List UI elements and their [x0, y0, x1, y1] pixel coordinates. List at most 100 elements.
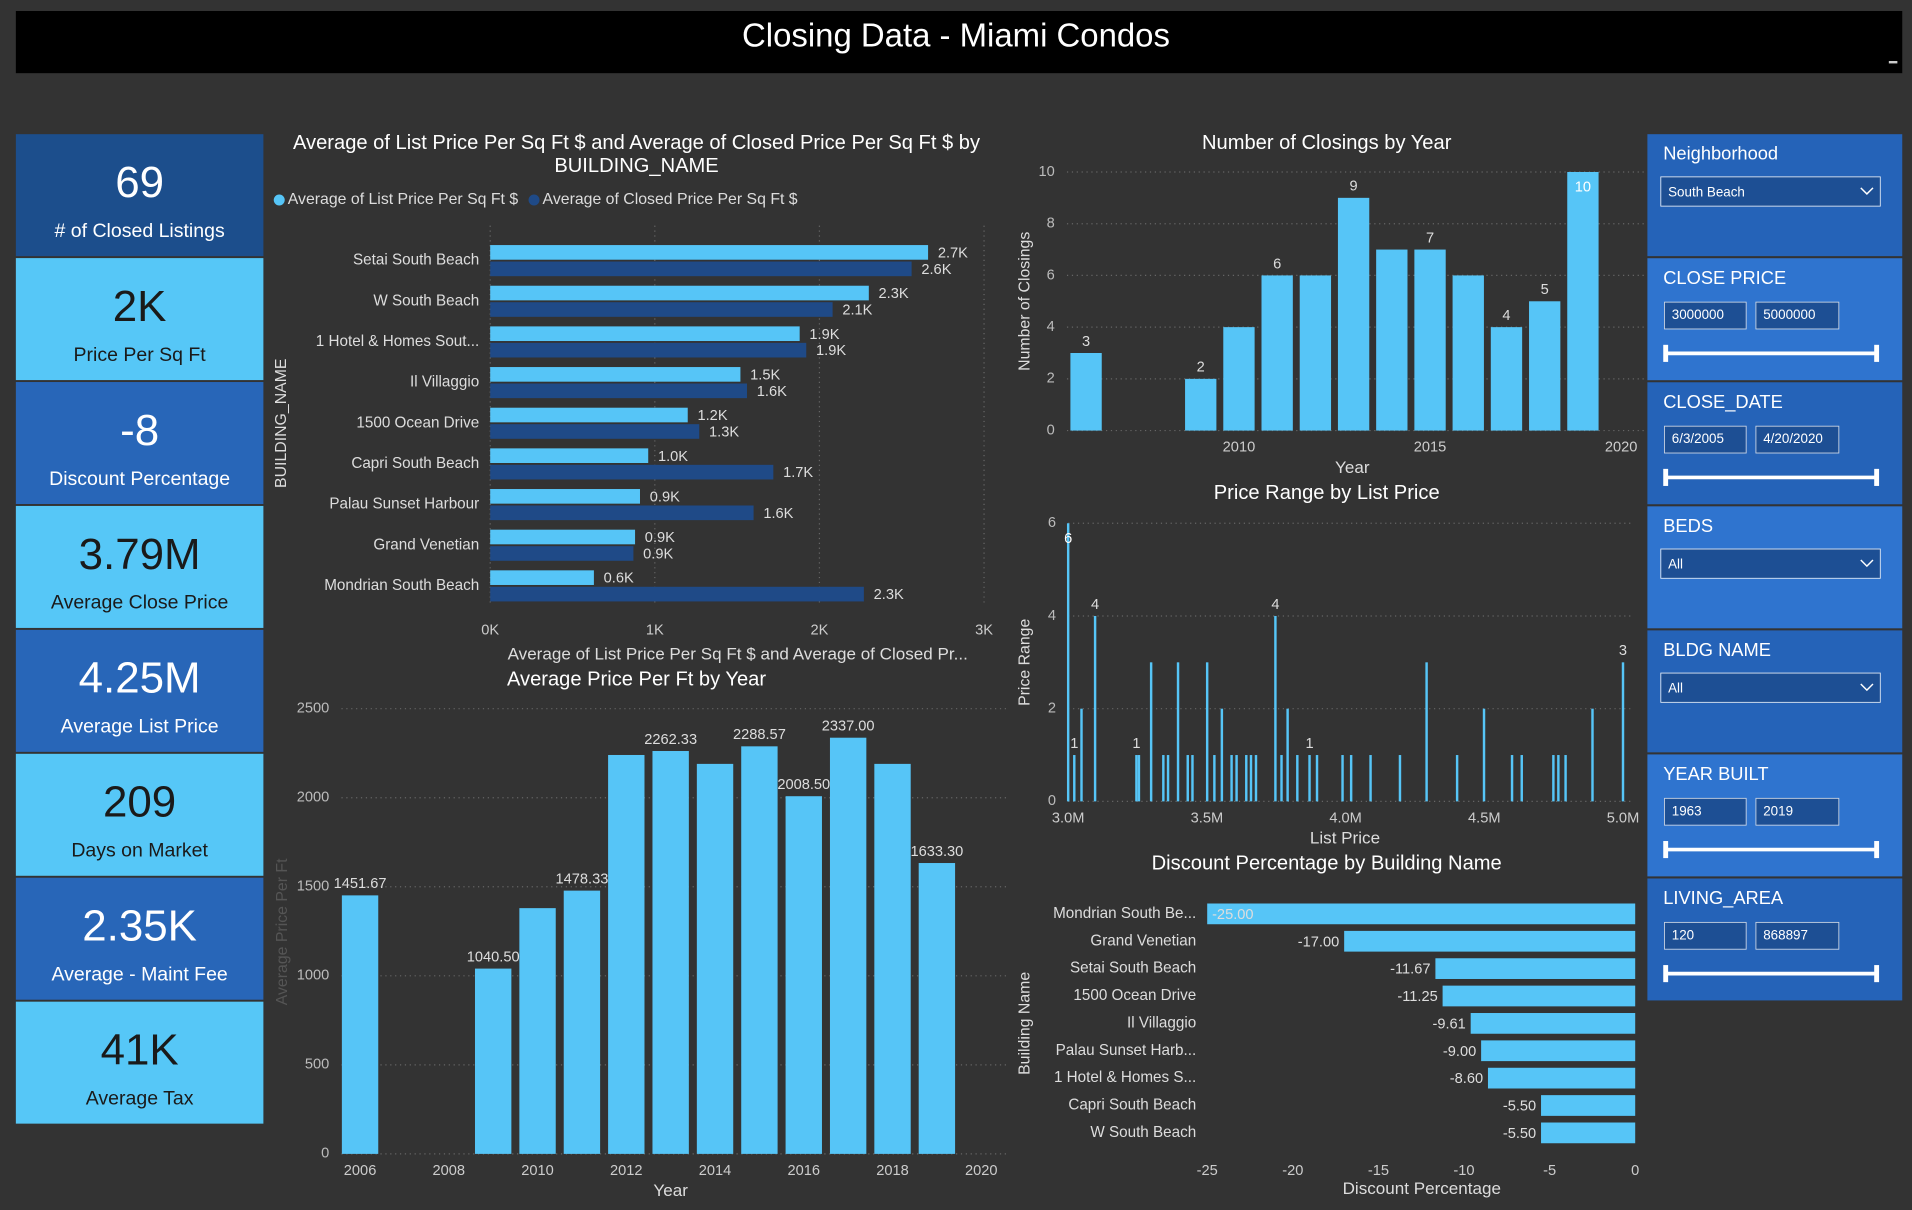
bar [696, 763, 734, 1154]
bar [490, 546, 634, 561]
range-handle[interactable] [1874, 841, 1880, 859]
legend-marker [528, 194, 540, 206]
y-tick-label: 0 [1048, 793, 1056, 809]
range-handle[interactable] [1874, 965, 1880, 983]
bar [1166, 755, 1170, 802]
bar [829, 737, 867, 1154]
bar [490, 505, 754, 521]
dropdown-chevron [1860, 683, 1874, 692]
range-handle[interactable] [1663, 965, 1669, 983]
x-tick-label: 2010 [1223, 440, 1256, 456]
x-tick-label: 4.0M [1329, 810, 1362, 826]
data-label: 1.5K [750, 367, 780, 383]
y-tick-label: 1500 [297, 879, 330, 895]
data-label: -11.25 [1397, 989, 1437, 1005]
legend-label[interactable]: Average of List Price Per Sq Ft $ [288, 191, 519, 208]
bar [490, 245, 929, 260]
x-tick-label: 2015 [1414, 440, 1447, 456]
range-input-to[interactable] [1755, 797, 1840, 826]
bar [1080, 708, 1083, 802]
range-input-from[interactable] [1664, 301, 1747, 330]
y-tick-label: 2500 [297, 701, 330, 717]
bar [490, 448, 649, 463]
kpi-value: -8 [120, 406, 159, 455]
kpi-card [15, 505, 264, 628]
bar [1341, 755, 1344, 802]
x-tick-label: 2014 [699, 1163, 732, 1179]
bar [1185, 378, 1217, 431]
bar [490, 342, 807, 358]
header-bar [15, 10, 1903, 74]
range-input-to[interactable] [1755, 425, 1840, 454]
data-label: 3 [1082, 334, 1090, 350]
y-tick-label: 6 [1047, 267, 1055, 283]
x-tick-label: 2012 [610, 1163, 643, 1179]
y-tick-label: 1000 [297, 968, 330, 984]
range-input-from[interactable] [1664, 425, 1747, 454]
legend-label[interactable]: Average of Closed Price Per Sq Ft $ [543, 191, 798, 208]
category-label: W South Beach [373, 292, 479, 309]
range-to: 2019 [1763, 803, 1793, 818]
slicer-title: CLOSE_DATE [1663, 391, 1783, 413]
range-input-to[interactable] [1755, 301, 1840, 330]
bar [1552, 755, 1555, 802]
y-axis-label: Number of Closings [1017, 232, 1034, 371]
range-input-to[interactable] [1755, 921, 1840, 950]
range-handle[interactable] [1663, 468, 1669, 486]
range-handle[interactable] [1663, 841, 1669, 859]
dropdown[interactable] [1660, 672, 1881, 703]
kpi-label: Discount Percentage [49, 468, 230, 490]
category-label: Setai South Beach [353, 252, 479, 269]
bar [1186, 755, 1189, 802]
bar [1308, 755, 1311, 802]
range-handle[interactable] [1663, 344, 1669, 362]
range-input-from[interactable] [1664, 797, 1747, 826]
x-tick-label: 2008 [433, 1163, 466, 1179]
y-axis-label: Building Name [1017, 972, 1034, 1075]
bar [1066, 523, 1070, 802]
chart-title-box: Average Price Per Ft by Year [506, 668, 767, 691]
range-handle[interactable] [1874, 468, 1880, 486]
y-tick-label: 2000 [297, 790, 330, 806]
focus-icon[interactable] [1888, 60, 1898, 64]
kpi-label: Average - Maint Fee [51, 963, 227, 985]
data-label: 2008.50 [777, 777, 830, 793]
range-handle[interactable] [1874, 344, 1880, 362]
bar [1435, 958, 1636, 979]
slicer-title: BEDS [1663, 515, 1713, 536]
data-label: 1.6K [763, 506, 793, 522]
bar [1223, 327, 1255, 431]
x-tick-label: 0K [481, 622, 499, 638]
x-axis-label: List Price [1310, 829, 1380, 848]
range-input-from[interactable] [1664, 921, 1747, 950]
bar [1337, 197, 1370, 431]
bar [1191, 755, 1194, 802]
data-label: 3 [1619, 643, 1627, 659]
data-label: 0.9K [650, 489, 680, 505]
range-to: 5000000 [1763, 307, 1815, 322]
kpi-card [15, 629, 264, 752]
dropdown[interactable] [1660, 176, 1881, 207]
y-tick-label: 0 [1047, 422, 1055, 438]
dropdown[interactable] [1660, 548, 1881, 579]
kpi-card [15, 753, 264, 876]
slicer-title: Neighborhood [1663, 143, 1778, 164]
range-to: 4/20/2020 [1763, 431, 1823, 446]
chart-title-box: Number of Closings by Year [1202, 132, 1451, 154]
category-label: 1 Hotel & Homes S... [1054, 1069, 1196, 1086]
x-tick-label: 0 [1631, 1163, 1639, 1179]
bar [490, 261, 912, 277]
chart-title-box: Price Range by List Price [1214, 482, 1440, 504]
category-label: Mondrian South Beach [324, 577, 479, 594]
dropdown-chevron [1860, 187, 1874, 195]
bar [1567, 171, 1599, 431]
data-label: 2.3K [879, 286, 909, 302]
category-label: Palau Sunset Harbour [329, 496, 479, 513]
bar [874, 763, 911, 1154]
legend-marker [273, 194, 285, 206]
category-label: W South Beach [1090, 1124, 1196, 1141]
bar [1249, 755, 1253, 802]
kpi-card [15, 258, 264, 381]
chart-title: Average Price Per Ft by Year [506, 668, 767, 691]
